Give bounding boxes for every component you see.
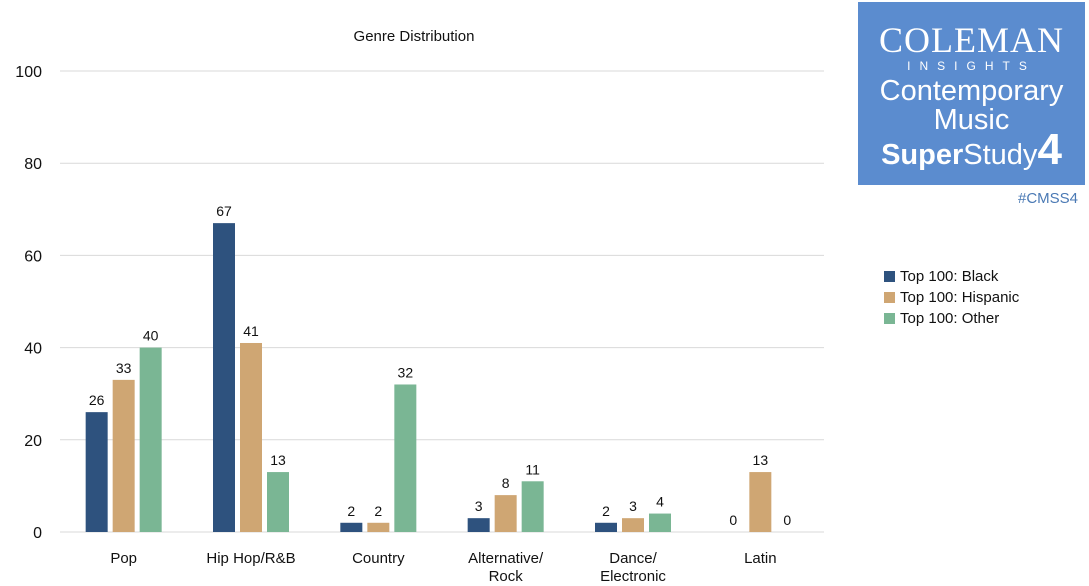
data-label: 13 — [753, 452, 769, 468]
legend-item-hispanic: Top 100: Hispanic — [884, 287, 1019, 308]
category-label: Electronic — [600, 568, 666, 585]
y-tick-label: 80 — [24, 156, 42, 173]
logo-study: Study — [963, 139, 1038, 171]
logo-superstudy: SuperStudy4 — [858, 128, 1085, 172]
legend-label-hispanic: Top 100: Hispanic — [900, 289, 1020, 306]
bar — [649, 513, 671, 532]
legend-item-black: Top 100: Black — [884, 266, 1019, 287]
bar — [112, 379, 135, 532]
bar — [521, 481, 544, 532]
category-label: Dance/ — [609, 550, 657, 567]
data-label: 8 — [502, 475, 510, 491]
coleman-insights-logo: COLEMAN INSIGHTS Contemporary Music Supe… — [858, 2, 1085, 185]
data-label: 4 — [656, 494, 664, 510]
legend-label-black: Top 100: Black — [900, 268, 999, 285]
data-label: 26 — [89, 392, 105, 408]
bar — [367, 522, 390, 532]
category-label: Country — [352, 550, 405, 567]
y-tick-label: 40 — [24, 341, 42, 358]
y-tick-label: 60 — [24, 248, 42, 265]
gridlines — [60, 70, 824, 533]
legend-swatch-other — [884, 313, 895, 324]
logo-coleman: COLEMAN — [879, 20, 1064, 60]
data-label: 2 — [347, 503, 355, 519]
category-label: Hip Hop/R&B — [206, 550, 295, 567]
data-label: 41 — [243, 323, 259, 339]
data-label: 11 — [525, 461, 540, 477]
data-label: 3 — [475, 498, 483, 514]
data-label: 0 — [783, 512, 791, 528]
y-tick-label: 0 — [33, 525, 42, 542]
legend-swatch-black — [884, 271, 895, 282]
bar — [240, 342, 262, 532]
data-label: 3 — [629, 498, 637, 514]
logo-contemporary: Contemporary — [879, 75, 1064, 107]
data-label: 2 — [374, 503, 382, 519]
bar — [267, 472, 289, 532]
bar — [467, 518, 490, 532]
data-label: 40 — [143, 328, 159, 344]
category-label: Pop — [110, 550, 137, 567]
logo-number: 4 — [1037, 125, 1062, 174]
data-label: 13 — [270, 452, 286, 468]
legend-swatch-hispanic — [884, 292, 895, 303]
category-label: Alternative/ — [468, 550, 544, 567]
bar — [622, 518, 644, 532]
x-axis-categories: Pop Hip Hop/R&B Country Alternative/Rock Dan… — [110, 550, 776, 585]
hashtag: #CMSS4 — [1018, 190, 1079, 207]
bar — [394, 384, 417, 532]
logo-insights: INSIGHTS — [907, 59, 1036, 73]
y-axis-ticks: 0 20 40 60 80 100 — [15, 64, 42, 542]
logo-super: Super — [881, 139, 964, 171]
data-label: 32 — [398, 364, 414, 380]
bar — [213, 223, 235, 532]
category-label: Latin — [744, 550, 777, 567]
y-tick-label: 100 — [15, 64, 42, 81]
bar — [139, 347, 162, 532]
bars — [85, 223, 772, 532]
legend-item-other: Top 100: Other — [884, 308, 1019, 329]
bar — [595, 522, 617, 532]
data-label: 2 — [602, 503, 610, 519]
logo-music: Music — [933, 104, 1010, 136]
legend-label-other: Top 100: Other — [900, 310, 1000, 327]
data-label: 0 — [729, 512, 737, 528]
category-label: Rock — [489, 568, 524, 585]
data-label: 67 — [216, 203, 232, 219]
data-label: 33 — [116, 360, 132, 376]
bar — [494, 495, 517, 532]
legend: Top 100: Black Top 100: Hispanic Top 100… — [884, 266, 1019, 329]
chart-title: Genre Distribution — [354, 28, 475, 45]
bar — [749, 472, 772, 532]
y-tick-label: 20 — [24, 433, 42, 450]
bar — [340, 522, 363, 532]
bar — [85, 412, 108, 532]
